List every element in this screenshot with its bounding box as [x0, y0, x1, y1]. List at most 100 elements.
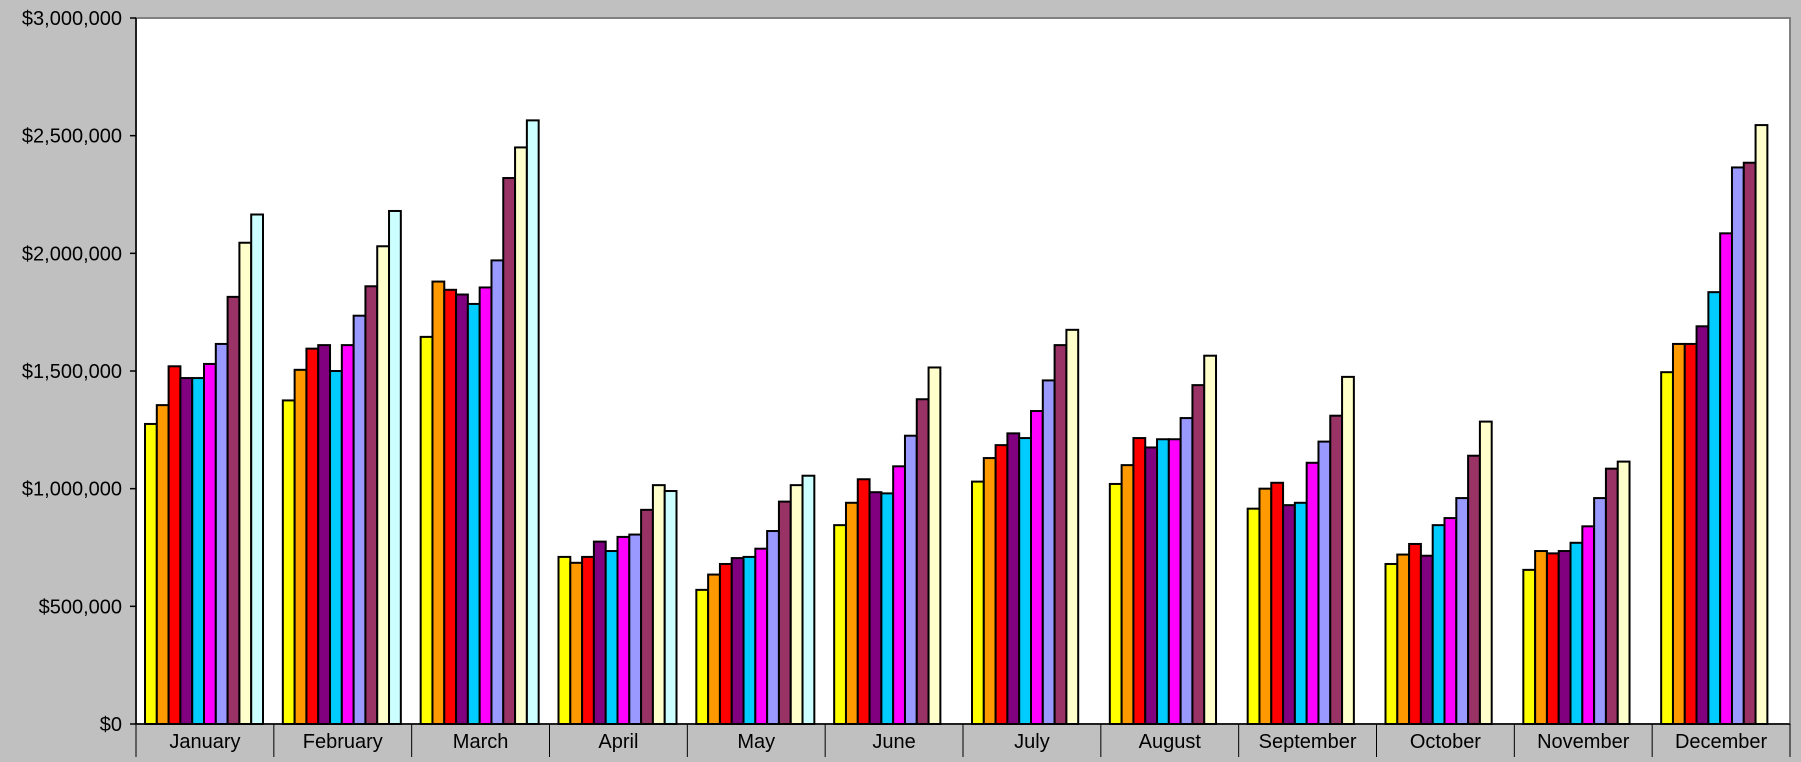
- bar: [971, 480, 985, 725]
- bar: [777, 500, 792, 725]
- bar: [754, 547, 769, 725]
- bar: [1431, 524, 1446, 726]
- bar: [640, 508, 654, 725]
- x-tick-label: January: [169, 731, 240, 753]
- y-axis: $0 $500,000 $1,000,000 $1,500,000 $2,000,000…: [22, 8, 137, 736]
- bar: [490, 259, 505, 725]
- y-tick-label: $1,000,000: [22, 479, 122, 501]
- bar: [592, 540, 607, 725]
- y-tick-label: $3,000,000: [22, 8, 122, 30]
- bar: [525, 119, 540, 726]
- x-tick-label: October: [1410, 731, 1481, 753]
- bar: [1317, 440, 1332, 725]
- bar: [1557, 550, 1572, 726]
- bar: [628, 533, 643, 725]
- y-tick-label: $2,500,000: [22, 126, 122, 148]
- bar: [1293, 501, 1308, 726]
- x-tick-label: September: [1259, 731, 1357, 753]
- bar: [880, 492, 895, 725]
- bar: [443, 288, 458, 725]
- bar: [293, 368, 308, 725]
- bar: [730, 557, 745, 726]
- x-tick-label: March: [453, 731, 509, 753]
- x-tick-label: May: [737, 731, 775, 753]
- bar: [1258, 487, 1273, 726]
- bar: [982, 457, 997, 725]
- bar: [1408, 542, 1422, 725]
- bar: [1329, 414, 1344, 725]
- bar: [1604, 467, 1619, 725]
- x-tick-label: June: [872, 731, 915, 753]
- bar: [340, 344, 355, 725]
- bar: [352, 314, 367, 725]
- bar: [1616, 460, 1631, 725]
- bar: [305, 347, 320, 725]
- bar: [1707, 291, 1722, 725]
- bar: [1132, 437, 1147, 725]
- bar: [789, 484, 804, 726]
- bar: [1478, 420, 1493, 725]
- bar: [1581, 525, 1596, 725]
- bar: [419, 335, 434, 725]
- bar: [718, 562, 733, 725]
- bar: [766, 530, 780, 726]
- bar: [1455, 497, 1470, 725]
- x-tick-label: April: [598, 731, 638, 753]
- bar: [844, 501, 859, 726]
- bar: [466, 302, 481, 725]
- bar: [1396, 553, 1411, 725]
- bar: [388, 209, 402, 726]
- bar: [1065, 328, 1080, 725]
- bar: [1041, 379, 1056, 725]
- bar: [1144, 446, 1159, 725]
- bar: [238, 241, 253, 726]
- bar: [1179, 417, 1194, 725]
- bar: [1730, 166, 1745, 725]
- bar: [502, 177, 517, 725]
- bar: [707, 573, 721, 725]
- y-tick-label: $2,000,000: [22, 243, 122, 265]
- bar: [478, 286, 493, 725]
- bar: [1108, 482, 1123, 725]
- bar: [226, 295, 241, 725]
- bar: [144, 422, 158, 725]
- bar: [604, 550, 619, 726]
- bar: [1443, 517, 1458, 726]
- bar: [616, 535, 631, 725]
- bar: [203, 362, 217, 725]
- bar: [1030, 410, 1044, 725]
- bar: [557, 555, 572, 725]
- bar: [1305, 461, 1320, 725]
- bar: [1742, 161, 1757, 726]
- y-tick-label: $500,000: [39, 596, 122, 618]
- bar: [376, 245, 391, 726]
- bar: [1156, 438, 1170, 725]
- bar: [1341, 375, 1355, 725]
- bar: [994, 444, 1009, 725]
- x-tick-label: November: [1537, 731, 1630, 753]
- bar: [1569, 541, 1584, 725]
- bar: [455, 293, 469, 725]
- bar: [663, 490, 678, 725]
- bar: [1282, 504, 1296, 726]
- bar: [1467, 454, 1481, 725]
- bar: [1683, 342, 1698, 725]
- bar: [695, 588, 710, 725]
- bar: [1270, 481, 1285, 725]
- y-tick-label: $1,500,000: [22, 361, 122, 383]
- bar: [581, 555, 595, 725]
- bar: [1660, 371, 1674, 725]
- x-tick-label: February: [303, 731, 383, 753]
- bar: [1018, 437, 1033, 725]
- bar: [1053, 344, 1068, 725]
- bar: [903, 434, 918, 725]
- bar: [1545, 552, 1560, 725]
- bar: [856, 478, 871, 725]
- bar: [1593, 497, 1607, 725]
- bar: [250, 213, 264, 725]
- bar: [1384, 562, 1399, 725]
- bar: [179, 377, 194, 725]
- bar: [431, 280, 446, 725]
